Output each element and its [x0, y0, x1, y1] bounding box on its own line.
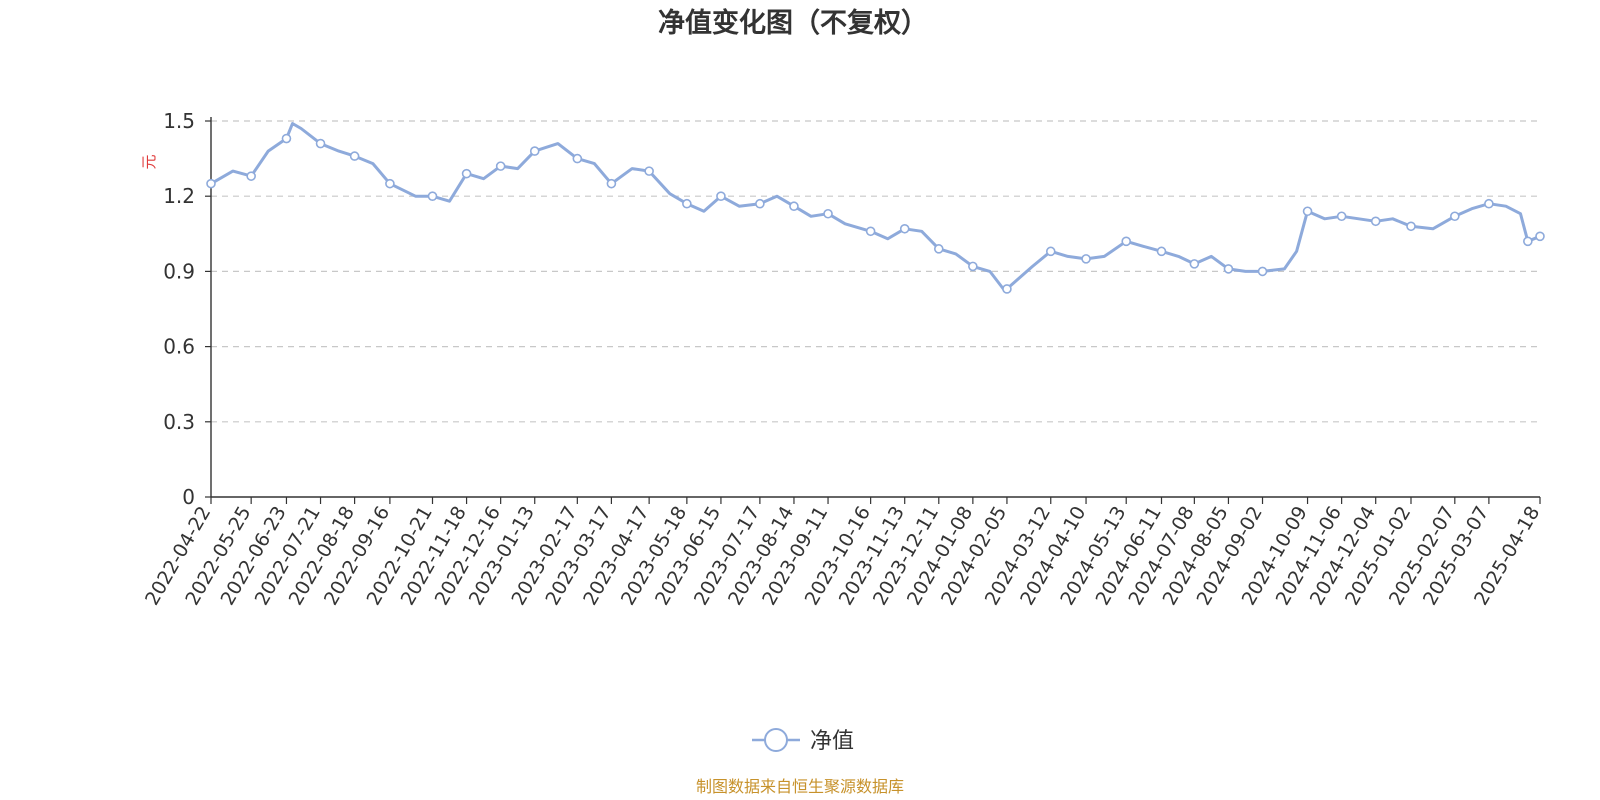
data-point: [644, 166, 654, 176]
data-point: [1189, 259, 1200, 269]
data-point: [1484, 198, 1494, 209]
data-point: [933, 244, 944, 254]
legend-marker-swatch: [764, 728, 788, 752]
data-point: [968, 261, 978, 272]
data-point: [427, 191, 438, 201]
data-point: [1450, 211, 1460, 222]
data-point: [1156, 246, 1167, 257]
data-point: [1223, 264, 1234, 274]
data-point: [315, 138, 326, 149]
data-point: [899, 223, 910, 234]
x-axis-ticks: 2022-04-222022-05-252022-06-232022-07-21…: [141, 497, 1544, 609]
data-point: [572, 153, 583, 164]
y-tick-label: 0: [182, 485, 195, 509]
y-tick-label: 1.5: [163, 109, 195, 133]
data-point: [606, 178, 617, 189]
data-point: [1406, 221, 1416, 232]
data-point: [789, 201, 799, 212]
data-point: [281, 133, 292, 144]
data-point: [385, 178, 395, 189]
data-point: [1257, 266, 1268, 277]
data-point: [716, 191, 726, 201]
data-point: [1523, 236, 1533, 247]
y-tick-label: 1.2: [163, 184, 195, 208]
data-point: [206, 178, 216, 189]
data-point: [246, 171, 256, 181]
data-point: [1336, 211, 1347, 222]
plot-area: [206, 122, 1545, 294]
data-point: [1370, 216, 1381, 227]
data-point: [461, 168, 472, 179]
data-point: [349, 151, 360, 161]
data-source-note: 制图数据来自恒生聚源数据库: [696, 777, 904, 796]
data-point: [529, 146, 540, 156]
chart-title: 净值变化图（不复权）: [658, 7, 928, 39]
y-tick-label: 0.6: [163, 335, 195, 359]
data-point: [1045, 246, 1056, 257]
y-tick-label: 0.3: [163, 410, 195, 434]
legend-label: 净值: [810, 729, 854, 754]
y-axis-ticks: 0 0.3 0.6 0.9 1.2 1.5: [163, 109, 211, 509]
y-tick-label: 0.9: [163, 259, 195, 283]
data-point: [755, 198, 765, 209]
grid-lines: [211, 120, 1540, 423]
y-axis-unit: 元: [140, 154, 158, 169]
data-point: [1002, 284, 1012, 294]
data-point: [495, 161, 506, 171]
legend[interactable]: 净值: [752, 728, 854, 754]
data-point: [1081, 254, 1091, 264]
data-point: [1121, 236, 1132, 247]
data-point: [1535, 231, 1545, 242]
series-line: [210, 122, 1541, 291]
axes: [210, 117, 1540, 498]
data-point: [1302, 206, 1313, 217]
data-point: [682, 198, 692, 209]
data-point: [823, 208, 833, 219]
data-point: [865, 226, 876, 237]
